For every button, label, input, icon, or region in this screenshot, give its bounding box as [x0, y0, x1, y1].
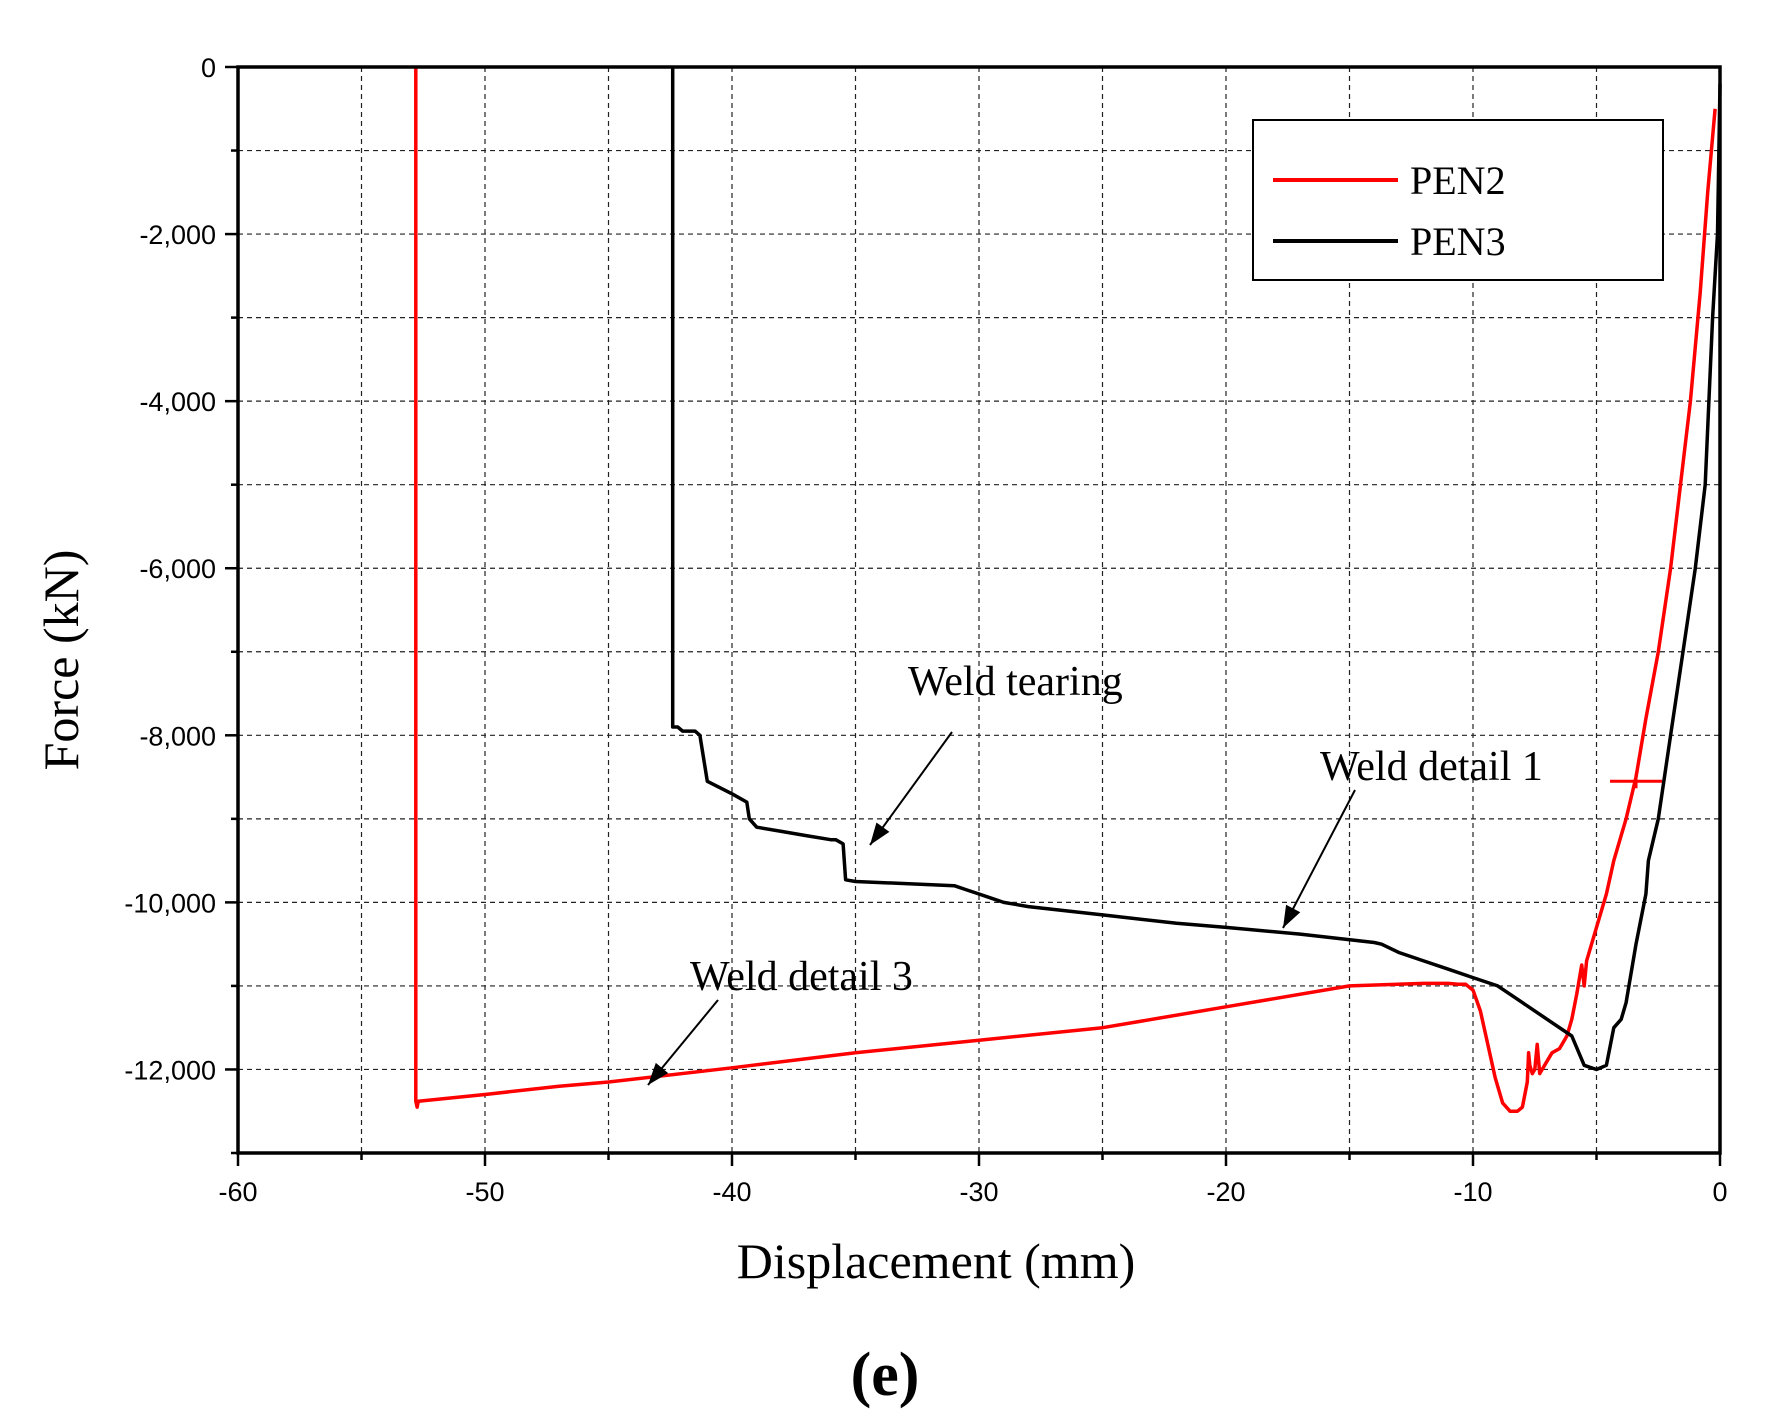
y-tick-label: -8,000: [139, 721, 216, 751]
annotation-weld-tearing: Weld tearing: [908, 659, 1123, 705]
annotation-weld-detail-3: Weld detail 3: [690, 954, 913, 1000]
x-tick-label: 0: [1712, 1177, 1727, 1207]
annotation-weld-detail-3-arrow-head: [648, 1062, 669, 1085]
annotation-weld-detail-1-arrow-shaft: [1282, 789, 1356, 929]
annotations: Weld tearing Weld detail 1 Weld detail 3: [647, 659, 1543, 1086]
legend-label-pen3: PEN3: [1410, 219, 1506, 264]
x-tick-label: -30: [959, 1177, 998, 1207]
annotation-weld-detail-1: Weld detail 1: [1320, 744, 1543, 790]
x-tick-label: -50: [465, 1177, 504, 1207]
y-tick-label: -2,000: [139, 220, 216, 250]
y-tick-label: -4,000: [139, 387, 216, 417]
y-tick-label: -6,000: [139, 554, 216, 584]
legend-label-pen2: PEN2: [1410, 158, 1506, 203]
x-axis-title: Displacement (mm): [737, 1233, 1136, 1289]
annotation-weld-detail-1-arrow-head: [1283, 904, 1301, 928]
series-line-pen2: [414, 67, 1717, 1113]
series-lines: [414, 67, 1722, 1113]
legend: PEN2 PEN3: [1252, 119, 1664, 281]
annotation-weld-tearing-arrow-head: [870, 822, 890, 845]
y-axis-title: Force (kN): [33, 550, 89, 771]
legend-box: [1252, 119, 1664, 281]
x-tick-label: -40: [712, 1177, 751, 1207]
panel-label: (e): [851, 1341, 920, 1409]
y-tick-label: 0: [201, 53, 216, 83]
y-tick-label: -12,000: [124, 1055, 216, 1085]
axis-ticks: -60 -50 -40 -30 -20 -10 0 0 -2,000 -4,000 -6,000 -8…: [124, 53, 1727, 1207]
series-line-pen3: [670, 67, 1722, 1072]
x-tick-label: -20: [1206, 1177, 1245, 1207]
y-tick-label: -10,000: [124, 888, 216, 918]
x-tick-label: -60: [218, 1177, 257, 1207]
annotation-weld-tearing-arrow-shaft: [869, 731, 953, 846]
x-tick-label: -10: [1453, 1177, 1492, 1207]
